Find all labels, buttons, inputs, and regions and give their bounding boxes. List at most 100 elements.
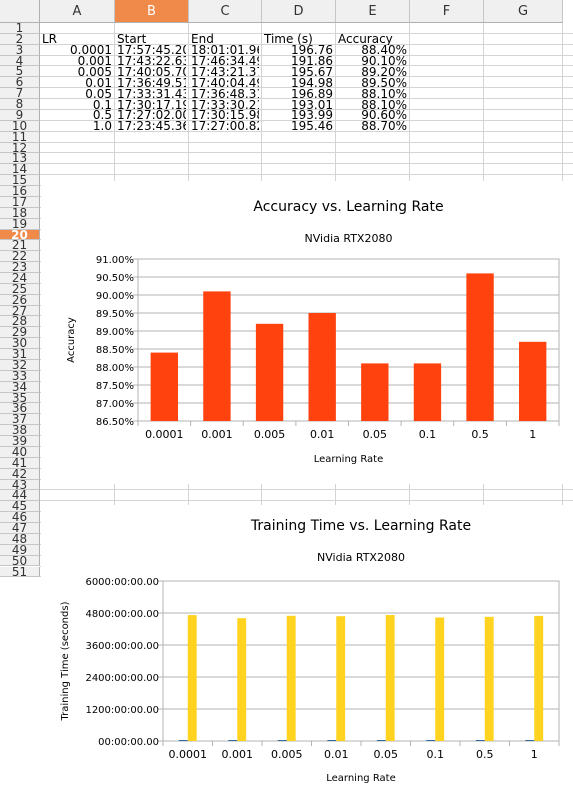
row-header-42[interactable]: 42 <box>0 468 40 480</box>
bar-series1-0.001[interactable] <box>228 740 238 741</box>
bar-0.5[interactable] <box>466 273 494 421</box>
bar-series2-0.005[interactable] <box>286 615 296 741</box>
row-header-39[interactable]: 39 <box>0 435 40 447</box>
row-header-18[interactable]: 18 <box>0 207 40 219</box>
row-header-37[interactable]: 37 <box>0 413 40 425</box>
row-header-41[interactable]: 41 <box>0 457 40 469</box>
cell-accuracy[interactable]: 90.10% <box>361 55 407 68</box>
row-header-9[interactable]: 9 <box>0 109 40 121</box>
row-header-28[interactable]: 28 <box>0 316 40 327</box>
bar-0.05[interactable] <box>361 363 389 421</box>
row-header-7[interactable]: 7 <box>0 87 40 99</box>
cell-time[interactable]: 195.67 <box>291 65 333 78</box>
column-header-b[interactable]: B <box>115 0 189 23</box>
cell-end[interactable]: 17:43:21.37 <box>191 65 259 78</box>
bar-series1-1[interactable] <box>525 740 535 741</box>
row-header-8[interactable]: 8 <box>0 98 40 110</box>
row-header-26[interactable]: 26 <box>0 294 40 306</box>
row-header-38[interactable]: 38 <box>0 424 40 436</box>
row-header-4[interactable]: 4 <box>0 55 40 67</box>
row-header-48[interactable]: 48 <box>0 533 40 545</box>
cell-end[interactable]: 17:46:34.49 <box>191 55 259 68</box>
row-header-36[interactable]: 36 <box>0 403 40 414</box>
cell-start[interactable]: 17:23:45.36 <box>117 120 186 133</box>
select-all-corner[interactable] <box>0 0 40 23</box>
row-header-50[interactable]: 50 <box>0 555 40 567</box>
row-header-33[interactable]: 33 <box>0 370 40 382</box>
cell-accuracy[interactable]: 89.50% <box>361 76 407 89</box>
row-header-25[interactable]: 25 <box>0 283 40 295</box>
cell-accuracy[interactable]: 90.60% <box>361 109 407 122</box>
cell-accuracy[interactable]: 88.10% <box>361 98 407 111</box>
header-cell-lr[interactable]: LR <box>42 33 58 46</box>
cell-start[interactable]: 17:43:22.63 <box>117 55 186 68</box>
cell-end[interactable]: 17:40:04.49 <box>191 76 259 89</box>
cell-lr[interactable]: 0.05 <box>85 87 112 100</box>
cell-start[interactable]: 17:33:31.43 <box>117 87 186 100</box>
bar-0.001[interactable] <box>203 291 231 421</box>
row-header-24[interactable]: 24 <box>0 272 40 284</box>
row-header-10[interactable]: 10 <box>0 120 40 132</box>
row-header-22[interactable]: 22 <box>0 250 40 262</box>
cell-lr[interactable]: 0.005 <box>77 65 112 78</box>
row-header-30[interactable]: 30 <box>0 337 40 349</box>
cell-end[interactable]: 17:27:00.82 <box>191 120 259 133</box>
row-header-27[interactable]: 27 <box>0 305 40 317</box>
cell-accuracy[interactable]: 88.10% <box>361 87 407 100</box>
row-header-5[interactable]: 5 <box>0 66 40 77</box>
cell-time[interactable]: 194.98 <box>291 76 333 89</box>
row-header-6[interactable]: 6 <box>0 76 40 88</box>
bar-series1-0.5[interactable] <box>475 740 485 741</box>
cell-time[interactable]: 196.89 <box>291 87 333 100</box>
row-header-20[interactable]: 20 <box>0 229 40 240</box>
row-header-11[interactable]: 11 <box>0 131 40 143</box>
row-header-1[interactable]: 1 <box>0 22 40 34</box>
bar-series2-1[interactable] <box>534 615 544 741</box>
row-header-40[interactable]: 40 <box>0 446 40 458</box>
bar-series2-0.05[interactable] <box>385 615 395 741</box>
row-header-45[interactable]: 45 <box>0 500 40 512</box>
row-header-17[interactable]: 17 <box>0 196 40 208</box>
cell-start[interactable]: 17:57:45.20 <box>117 44 186 57</box>
bar-series2-0.001[interactable] <box>237 618 247 741</box>
row-header-21[interactable]: 21 <box>0 239 40 251</box>
cell-lr[interactable]: 0.1 <box>92 98 112 111</box>
row-header-16[interactable]: 16 <box>0 185 40 197</box>
cell-start[interactable]: 17:40:05.70 <box>117 65 186 78</box>
cell-end[interactable]: 18:01:01.96 <box>191 44 259 57</box>
cell-time[interactable]: 193.99 <box>291 109 333 122</box>
row-header-43[interactable]: 43 <box>0 479 40 490</box>
cell-accuracy[interactable]: 88.40% <box>361 44 407 57</box>
row-header-35[interactable]: 35 <box>0 392 40 404</box>
cell-start[interactable]: 17:36:49.51 <box>117 76 186 89</box>
column-header-c[interactable]: C <box>189 0 262 23</box>
cell-time[interactable]: 196.76 <box>291 44 333 57</box>
cell-lr[interactable]: 1.0 <box>92 120 112 133</box>
header-cell-start[interactable]: Start <box>117 33 147 46</box>
column-header-a[interactable]: A <box>40 0 115 23</box>
bar-series1-0.0001[interactable] <box>178 740 188 741</box>
bar-series1-0.1[interactable] <box>426 740 436 741</box>
row-header-46[interactable]: 46 <box>0 511 40 523</box>
cell-lr[interactable]: 0.001 <box>77 55 112 68</box>
cell-start[interactable]: 17:27:02.00 <box>117 109 186 122</box>
row-header-15[interactable]: 15 <box>0 174 40 186</box>
cell-end[interactable]: 17:33:30.21 <box>191 98 259 111</box>
cell-time[interactable]: 191.86 <box>291 55 333 68</box>
cell-end[interactable]: 17:30:15.98 <box>191 109 259 122</box>
row-header-12[interactable]: 12 <box>0 142 40 153</box>
bar-series1-0.005[interactable] <box>277 740 287 741</box>
row-header-31[interactable]: 31 <box>0 348 40 360</box>
bar-0.0001[interactable] <box>150 352 178 421</box>
column-header-e[interactable]: E <box>336 0 410 23</box>
row-header-2[interactable]: 2 <box>0 33 40 45</box>
row-header-34[interactable]: 34 <box>0 381 40 393</box>
row-header-51[interactable]: 51 <box>0 566 40 577</box>
row-header-47[interactable]: 47 <box>0 522 40 534</box>
row-header-13[interactable]: 13 <box>0 153 40 164</box>
cell-lr[interactable]: 0.01 <box>85 76 112 89</box>
row-header-23[interactable]: 23 <box>0 261 40 273</box>
bar-1[interactable] <box>519 341 547 421</box>
column-header-d[interactable]: D <box>262 0 336 23</box>
cell-accuracy[interactable]: 89.20% <box>361 65 407 78</box>
